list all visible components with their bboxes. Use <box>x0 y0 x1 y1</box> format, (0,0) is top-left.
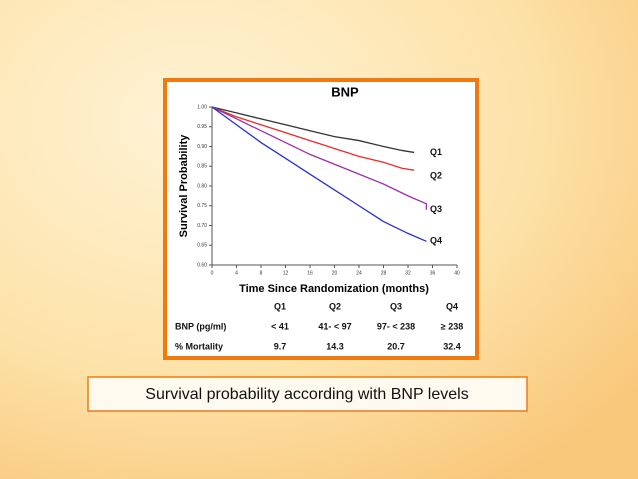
y-tick-label: 0.95 <box>197 124 207 130</box>
y-tick-label: 0.90 <box>197 144 207 150</box>
y-tick-label: 1.00 <box>197 104 207 110</box>
x-tick-label: 8 <box>260 270 263 276</box>
table-cell: 20.7 <box>387 341 405 351</box>
survival-curve <box>211 106 428 210</box>
x-tick-label: 0 <box>211 270 214 276</box>
x-tick-label: 20 <box>332 270 338 276</box>
y-tick-label: 0.85 <box>197 164 207 170</box>
x-tick-label: 36 <box>430 270 436 276</box>
table: Q1 Q2 Q3 Q4 BNP (pg/ml) < 41 41- < 97 97- < 238… <box>175 301 463 351</box>
x-tick-label: 32 <box>405 270 411 276</box>
chart-title: BNP <box>331 84 359 99</box>
table-cell: 32.4 <box>443 341 461 351</box>
x-tick-label: 16 <box>307 270 313 276</box>
series-label: Q4 <box>430 236 442 246</box>
y-tick-label: 0.60 <box>197 262 207 268</box>
table-header: Q2 <box>329 301 341 311</box>
y-axis-label: Survival Probability <box>178 134 190 238</box>
x-tick-label: 40 <box>454 270 460 276</box>
chart-frame <box>163 78 479 360</box>
table-cell: 97- < 238 <box>377 321 415 331</box>
x-tick-label: 28 <box>381 270 387 276</box>
table-cell: % Mortality <box>175 341 223 351</box>
survival-curve <box>211 106 415 171</box>
x-tick-label: 12 <box>283 270 289 276</box>
y-tick-label: 0.80 <box>197 183 207 189</box>
survival-curve <box>211 106 427 242</box>
survival-curve <box>211 106 415 154</box>
series-label: Q2 <box>430 171 442 181</box>
table-cell: 41- < 97 <box>318 321 351 331</box>
x-tick-label: 24 <box>356 270 362 276</box>
table-cell: < 41 <box>271 321 289 331</box>
y-tick-label: 0.65 <box>197 243 207 249</box>
table-header: Q3 <box>390 301 402 311</box>
plot: 0.60 0.65 0.70 0.75 0.80 0.85 0.90 0.95 1.00 0 4 8 1… <box>197 104 460 276</box>
y-tick-label: 0.75 <box>197 203 207 209</box>
table-cell: ≥ 238 <box>441 321 463 331</box>
y-tick-label: 0.70 <box>197 223 207 229</box>
caption: Survival probability according with BNP … <box>145 386 468 403</box>
x-axis-label: Time Since Randomization (months) <box>239 283 429 295</box>
table-cell: 14.3 <box>326 341 344 351</box>
table-header: Q1 <box>274 301 286 311</box>
series-label: Q1 <box>430 147 442 157</box>
table-cell: BNP (pg/ml) <box>175 321 226 331</box>
table-cell: 9.7 <box>274 341 287 351</box>
table-header: Q4 <box>446 301 458 311</box>
caption-box <box>87 376 528 412</box>
x-tick-label: 4 <box>235 270 238 276</box>
series-label: Q3 <box>430 204 442 214</box>
